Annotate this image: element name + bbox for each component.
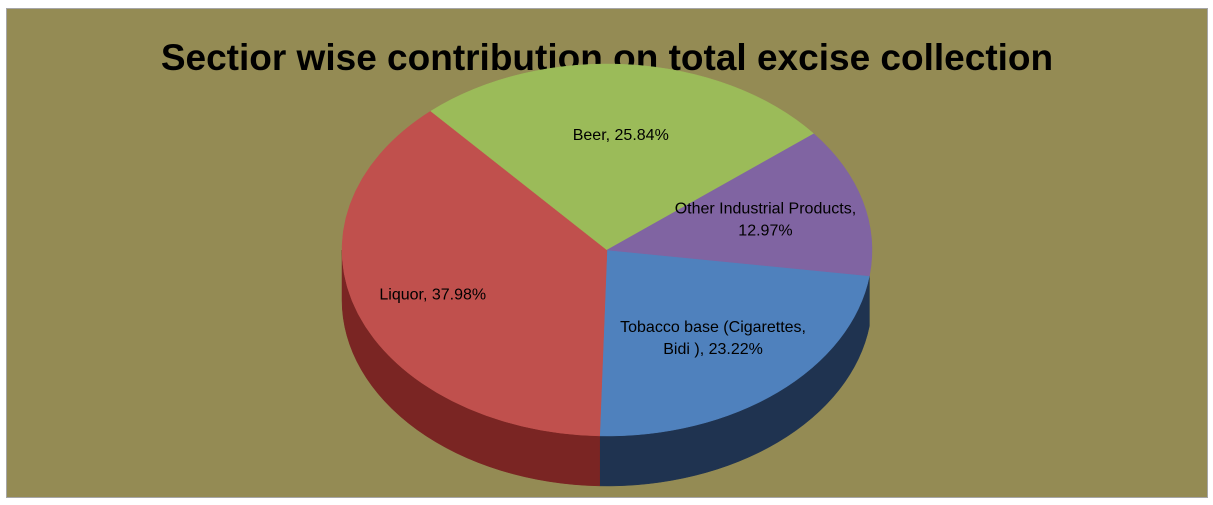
data-label-beer: Beer, 25.84%: [573, 127, 669, 144]
data-label-liquor: Liquor, 37.98%: [379, 287, 486, 304]
pie-chart: Tobacco base (Cigarettes, Bidi ), 23.22% L…: [341, 63, 873, 487]
pie-slice-other-industrial-products: [606, 133, 873, 277]
data-label-tobacco-base-cigarettes-bidi: Tobacco base (Cigarettes, Bidi ), 23.22%: [620, 319, 806, 358]
chart-area: Sectior wise contribution on total excis…: [6, 8, 1208, 498]
pie-top: [341, 63, 873, 437]
data-label-other-industrial-products: Other Industrial Products, 12.97%: [675, 200, 856, 239]
pie-labels: Tobacco base (Cigarettes, Bidi ), 23.22% L…: [379, 127, 856, 358]
pie-slice-tobacco-base-cigarettes-bidi: [599, 249, 870, 437]
pie-slice-liquor: [341, 110, 608, 437]
pie-slice-beer: [430, 63, 815, 251]
